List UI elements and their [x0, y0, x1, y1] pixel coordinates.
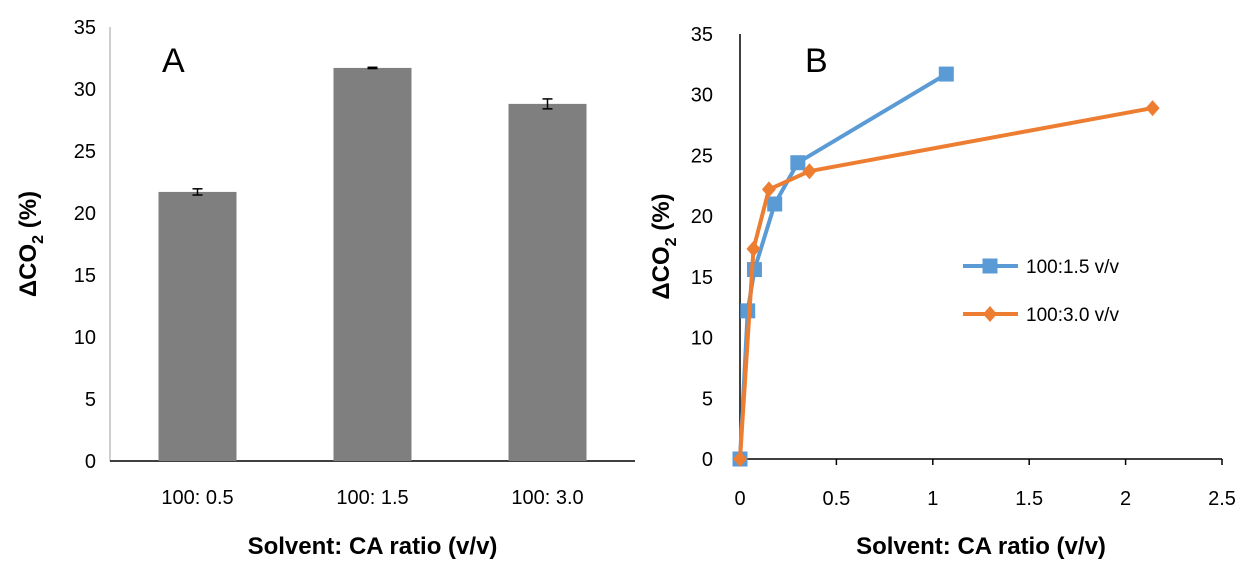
y-tick-label: 30 [74, 79, 96, 101]
y-tick-label: 20 [691, 206, 713, 228]
y-tick-label: 5 [702, 388, 713, 410]
x-tick-label: 100: 0.5 [161, 487, 233, 509]
data-point [733, 451, 747, 467]
data-point [767, 196, 783, 212]
x-tick-label: 0.5 [822, 488, 850, 510]
panel-a-bar-chart: 0 5 10 15 20 25 30 35 100: 0.5 100: 1.5 100: 3.0 So… [15, 17, 635, 560]
data-point [746, 240, 761, 257]
panel-label: A [162, 42, 185, 80]
data-point [802, 163, 817, 180]
x-tick-label: 1 [927, 488, 938, 510]
x-tick-label: 100: 3.0 [511, 487, 583, 509]
x-tick-label: 0 [734, 488, 745, 510]
y-tick-label: 35 [691, 24, 713, 46]
y-tick-label: 15 [74, 265, 96, 287]
y-tick-label: 35 [74, 17, 96, 39]
legend-marker [983, 306, 997, 322]
panel-b-line-chart: 0 5 10 15 20 25 30 35 0 0.5 1 1.5 2 2.5 100:1.5 v/v 100… [648, 24, 1236, 560]
y-tick-label: 15 [691, 267, 713, 289]
y-tick-label: 25 [691, 145, 713, 167]
y-tick-label: 30 [691, 85, 713, 107]
data-point [938, 66, 954, 82]
series-line [738, 72, 948, 460]
x-tick-label: 1.5 [1015, 488, 1043, 510]
data-point [761, 181, 776, 198]
y-tick-label: 10 [691, 328, 713, 350]
y-tick-label: 10 [74, 327, 96, 349]
x-axis-title: Solvent: CA ratio (v/v) [856, 533, 1106, 559]
data-point [1145, 100, 1160, 117]
legend-marker [982, 258, 998, 274]
x-axis-title: Solvent: CA ratio (v/v) [248, 533, 498, 559]
bar [508, 103, 587, 461]
y-tick-label: 25 [74, 141, 96, 163]
x-tick-label: 2 [1120, 488, 1131, 510]
x-tick-label: 2.5 [1208, 488, 1236, 510]
y-axis-title: ΔCO2 (%) [648, 193, 680, 299]
legend-label: 100:1.5 v/v [1026, 257, 1119, 278]
panel-label: B [805, 42, 828, 80]
y-tick-label: 0 [702, 449, 713, 471]
y-axis-title: ΔCO2 (%) [15, 191, 47, 297]
y-tick-label: 20 [74, 203, 96, 225]
bar [158, 191, 237, 462]
y-tick-label: 5 [85, 389, 96, 411]
legend-label: 100:3.0 v/v [1026, 305, 1119, 326]
y-tick-label: 0 [85, 451, 96, 473]
bar [333, 67, 412, 462]
data-point [790, 155, 806, 171]
x-tick-label: 100: 1.5 [336, 487, 408, 509]
